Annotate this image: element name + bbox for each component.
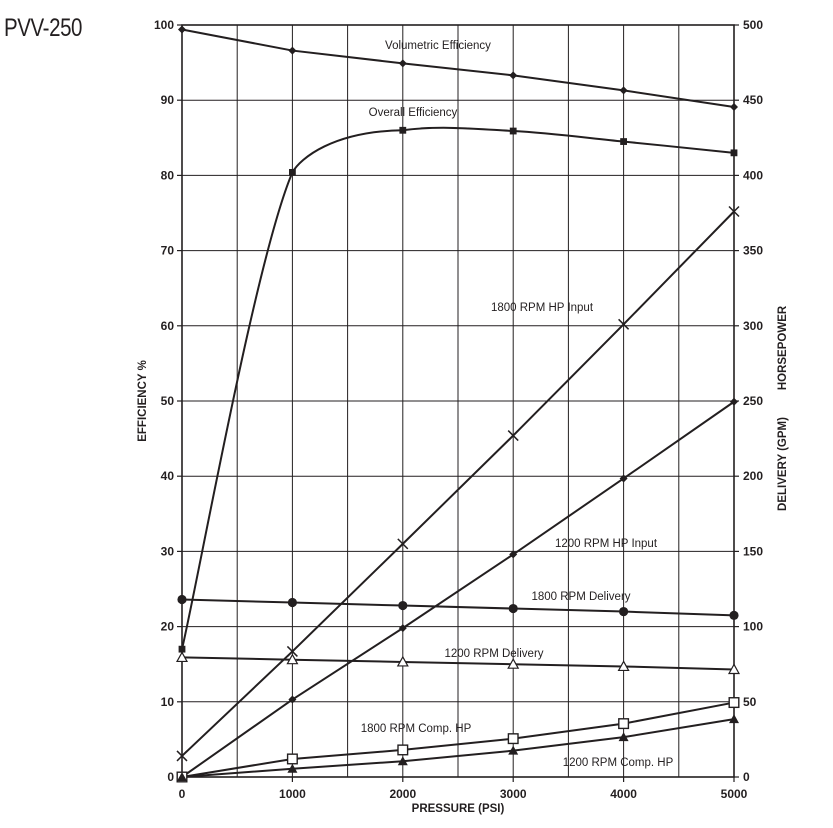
data-point-1200-rpm-comp-hp xyxy=(397,756,408,766)
data-point-1200-rpm-comp-hp xyxy=(618,732,629,742)
data-point-1200-rpm-delivery xyxy=(507,657,520,669)
data-point-overall-efficiency xyxy=(730,149,738,157)
y-tick-label-left: 20 xyxy=(161,620,175,634)
data-point-overall-efficiency xyxy=(178,645,186,653)
y-tick-label-right: 50 xyxy=(743,695,757,709)
data-point-volumetric-efficiency xyxy=(509,71,518,80)
data-point-volumetric-efficiency xyxy=(619,86,628,95)
label-1800-rpm-comp-hp: 1800 RPM Comp. HP xyxy=(361,723,472,735)
y-tick-label-left: 30 xyxy=(161,544,175,558)
data-point-1200-rpm-delivery xyxy=(727,663,741,675)
y-axis-label-left: EFFICIENCY % xyxy=(137,360,149,442)
data-point-1200-rpm-delivery xyxy=(396,655,409,667)
series-line-volumetric-efficiency xyxy=(181,28,735,108)
data-point-overall-efficiency xyxy=(620,138,627,145)
y-axis-label-right-delivery: DELIVERY (GPM) xyxy=(777,417,789,511)
series-line-1200-rpm-delivery xyxy=(181,656,735,671)
data-point-1200-rpm-comp-hp xyxy=(508,745,519,755)
label-1800-rpm-delivery: 1800 RPM Delivery xyxy=(531,591,630,603)
y-tick-label-right: 200 xyxy=(743,469,763,483)
data-point-1800-rpm-comp-hp xyxy=(507,733,519,745)
data-point-volumetric-efficiency xyxy=(288,46,297,55)
data-point-1200-rpm-comp-hp xyxy=(287,763,298,773)
label-1200-rpm-hp-input: 1200 RPM HP Input xyxy=(555,538,658,550)
series-line-1800-rpm-delivery xyxy=(181,598,735,617)
data-point-volumetric-efficiency xyxy=(178,25,186,34)
data-point-1800-rpm-comp-hp xyxy=(728,697,740,709)
x-tick-label: 2000 xyxy=(389,787,416,801)
data-point-1200-rpm-hp-input xyxy=(619,474,628,483)
data-point-1800-rpm-delivery xyxy=(508,603,518,614)
y-tick-label-right: 350 xyxy=(743,244,763,258)
y-tick-label-right: 450 xyxy=(743,93,763,107)
data-point-1200-rpm-comp-hp xyxy=(177,772,187,781)
data-point-1800-rpm-comp-hp xyxy=(618,718,630,730)
x-tick-label: 3000 xyxy=(500,787,527,801)
data-point-overall-efficiency xyxy=(399,126,407,134)
x-tick-label: 1000 xyxy=(279,787,306,801)
data-point-1800-rpm-delivery xyxy=(619,606,629,617)
x-axis-label: PRESSURE (PSI) xyxy=(412,803,505,815)
series-line-1800-rpm-comp-hp xyxy=(181,701,735,778)
y-tick-label-right: 150 xyxy=(743,544,763,558)
y-tick-label-left: 40 xyxy=(161,469,175,483)
y-tick-label-right: 250 xyxy=(743,394,763,408)
series-markers xyxy=(175,25,741,783)
label-volumetric-efficiency: Volumetric Efficiency xyxy=(385,40,491,52)
data-point-1200-rpm-hp-input xyxy=(398,624,407,633)
page-title: PVV-250 xyxy=(4,14,83,42)
y-tick-label-right: 100 xyxy=(743,620,763,634)
data-point-1800-rpm-delivery xyxy=(177,594,187,605)
data-point-volumetric-efficiency xyxy=(730,102,738,111)
data-point-1800-rpm-comp-hp xyxy=(286,753,298,765)
x-tick-label: 0 xyxy=(179,787,186,801)
y-tick-label-right: 0 xyxy=(743,770,750,784)
x-tick-label: 4000 xyxy=(610,787,637,801)
y-tick-label-left: 90 xyxy=(161,93,175,107)
data-point-1800-rpm-delivery xyxy=(287,597,297,608)
label-1200-rpm-comp-hp: 1200 RPM Comp. HP xyxy=(563,757,674,769)
label-1200-rpm-delivery: 1200 RPM Delivery xyxy=(444,648,543,660)
label-1800-rpm-hp-input: 1800 RPM HP Input xyxy=(491,302,594,314)
grid xyxy=(177,24,739,782)
data-point-1800-rpm-comp-hp xyxy=(397,744,409,756)
data-point-1800-rpm-hp-input xyxy=(507,430,519,442)
data-point-1200-rpm-hp-input xyxy=(509,550,518,559)
y-tick-label-left: 10 xyxy=(161,695,175,709)
y-tick-label-right: 400 xyxy=(743,168,763,182)
series-line-1200-rpm-hp-input xyxy=(181,400,735,778)
series-line-1800-rpm-hp-input xyxy=(181,210,735,757)
data-point-1800-rpm-hp-input xyxy=(286,645,298,657)
tick-labels: 0102030405060708090100050100150200250300… xyxy=(154,18,763,801)
data-point-volumetric-efficiency xyxy=(398,59,407,68)
data-point-1800-rpm-hp-input xyxy=(176,750,188,762)
y-tick-label-left: 80 xyxy=(161,168,175,182)
label-overall-efficiency: Overall Efficiency xyxy=(369,107,458,119)
y-tick-label-left: 0 xyxy=(167,770,174,784)
data-point-overall-efficiency xyxy=(509,127,517,135)
series-line-1200-rpm-comp-hp xyxy=(181,718,735,778)
y-tick-label-left: 100 xyxy=(154,18,174,32)
y-tick-label-left: 60 xyxy=(161,319,175,333)
data-point-1200-rpm-hp-input xyxy=(730,397,738,406)
data-point-1800-rpm-delivery xyxy=(398,600,408,611)
data-point-1200-rpm-delivery xyxy=(617,660,630,672)
data-point-1200-rpm-hp-input xyxy=(288,695,297,704)
data-point-1800-rpm-hp-input xyxy=(728,205,740,218)
data-point-1800-rpm-hp-input xyxy=(397,538,409,550)
y-axis-label-right-horsepower: HORSEPOWER xyxy=(777,305,789,390)
y-tick-label-right: 500 xyxy=(743,18,763,32)
data-point-1200-rpm-delivery xyxy=(286,653,299,665)
data-point-overall-efficiency xyxy=(289,168,296,176)
data-point-1800-rpm-delivery xyxy=(729,610,739,620)
data-point-1200-rpm-comp-hp xyxy=(729,714,739,724)
y-tick-label-left: 50 xyxy=(161,394,175,408)
y-tick-label-left: 70 xyxy=(161,244,175,258)
y-tick-label-right: 300 xyxy=(743,319,763,333)
x-tick-label: 5000 xyxy=(721,787,748,801)
data-point-1200-rpm-delivery xyxy=(175,651,189,663)
data-point-1800-rpm-hp-input xyxy=(618,318,630,330)
